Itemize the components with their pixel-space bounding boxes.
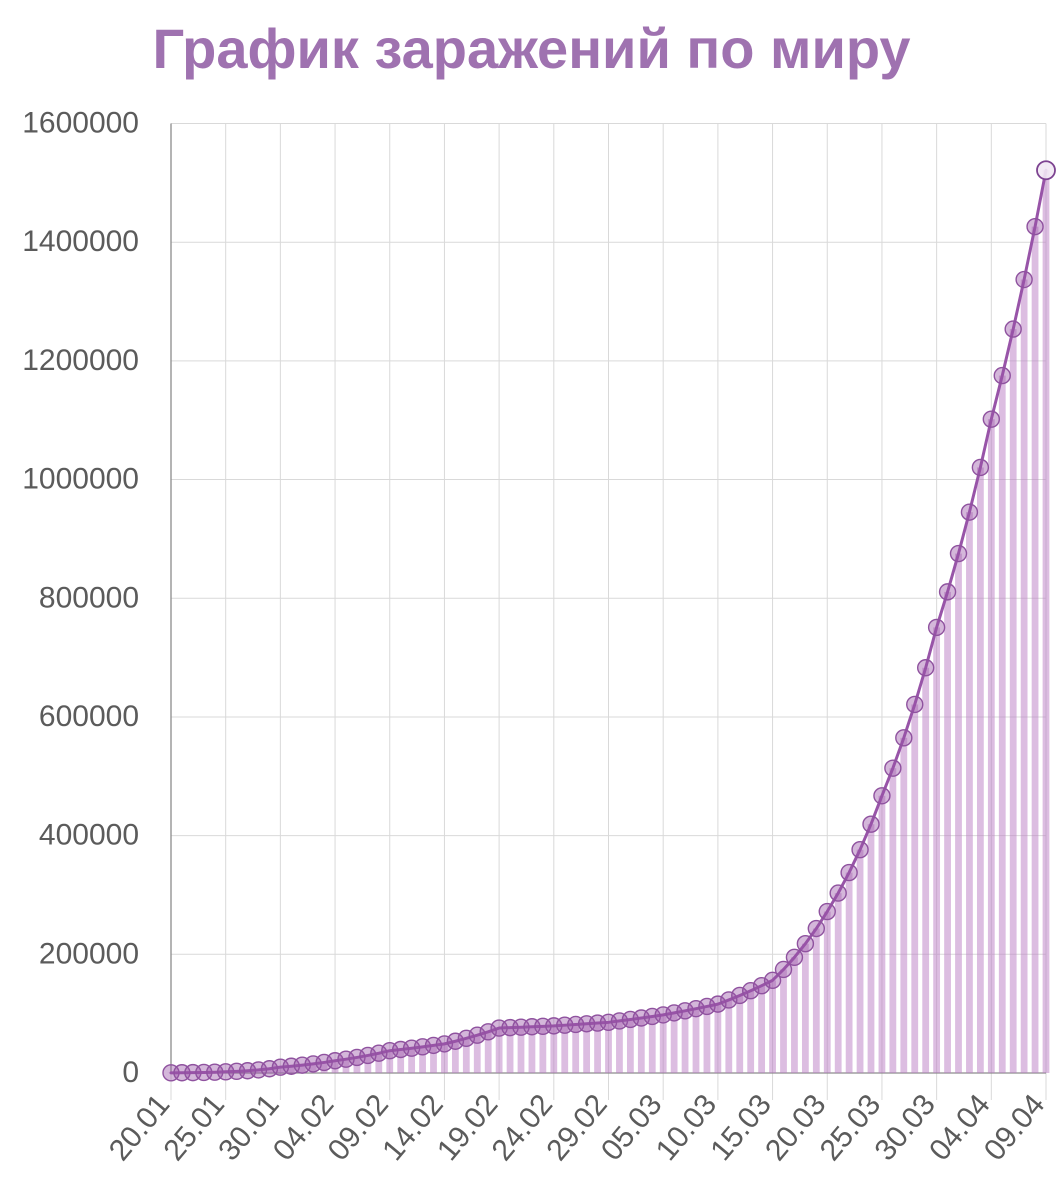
svg-text:0: 0 — [122, 1056, 139, 1089]
svg-text:1600000: 1600000 — [22, 107, 139, 140]
svg-text:График заражений по миру: График заражений по миру — [153, 17, 911, 80]
svg-text:800000: 800000 — [39, 581, 139, 614]
svg-text:1200000: 1200000 — [22, 344, 139, 377]
svg-text:200000: 200000 — [39, 937, 139, 970]
svg-text:400000: 400000 — [39, 819, 139, 852]
svg-text:1000000: 1000000 — [22, 463, 139, 496]
svg-text:600000: 600000 — [39, 700, 139, 733]
svg-text:1400000: 1400000 — [22, 225, 139, 258]
